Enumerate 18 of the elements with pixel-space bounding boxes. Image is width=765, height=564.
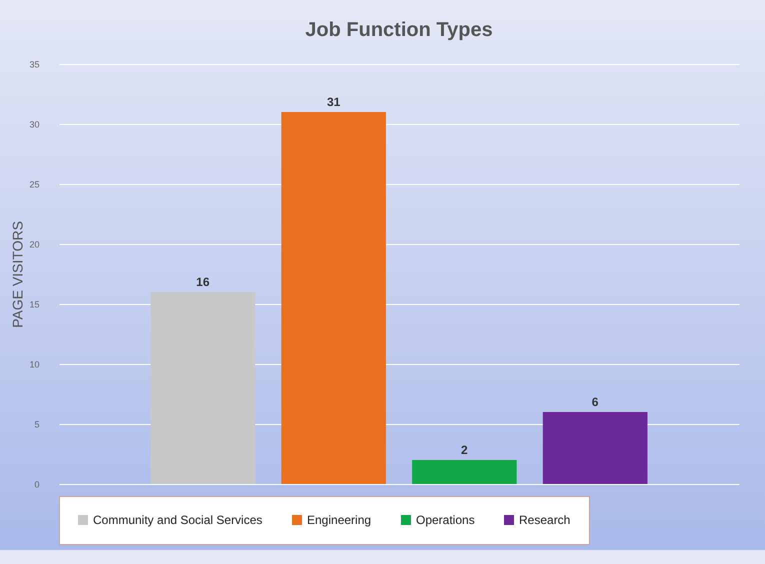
- y-tick-label: 20: [29, 240, 40, 250]
- y-tick-label: 0: [34, 480, 40, 490]
- y-tick-label: 10: [29, 360, 40, 370]
- legend-label: Operations: [416, 513, 475, 527]
- data-label: 31: [326, 95, 341, 109]
- y-tick-label: 15: [29, 300, 40, 310]
- y-axis-title: PAGE VISITORS: [9, 221, 26, 328]
- data-label: 6: [592, 395, 599, 409]
- legend-label: Engineering: [307, 513, 372, 527]
- legend-label: Community and Social Services: [93, 513, 262, 527]
- data-label: 16: [196, 275, 210, 289]
- legend-label: Research: [519, 513, 570, 527]
- y-tick-label: 5: [34, 420, 40, 430]
- y-tick-label: 25: [29, 180, 40, 190]
- chart-title: Job Function Types: [305, 19, 493, 41]
- data-label: 2: [461, 443, 468, 457]
- y-tick-label: 30: [29, 120, 40, 130]
- y-tick-label: 35: [29, 60, 40, 70]
